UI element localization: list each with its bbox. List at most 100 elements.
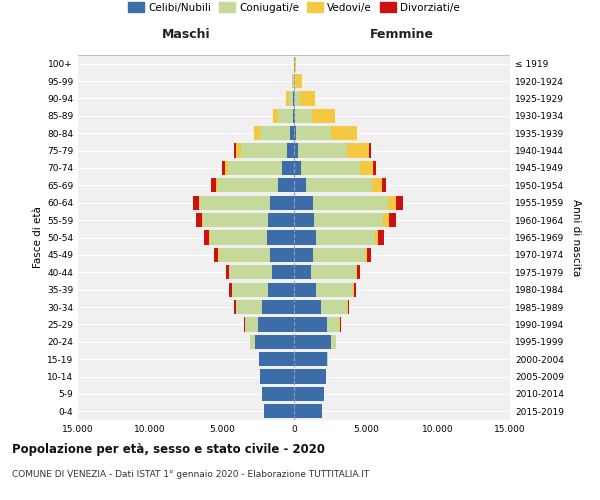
Bar [226,265,229,280]
Bar [272,265,294,280]
Bar [294,352,327,366]
Bar [316,230,374,244]
Bar [356,265,357,280]
Bar [357,265,360,280]
Bar [389,213,396,227]
Bar [314,213,383,227]
Bar [294,74,296,88]
Bar [322,300,347,314]
Bar [312,108,335,123]
Bar [294,56,296,71]
Bar [241,144,287,158]
Bar [347,144,369,158]
Bar [234,300,236,314]
Bar [305,178,372,192]
Bar [340,318,341,332]
Bar [258,318,294,332]
Bar [316,282,353,297]
Bar [382,178,386,192]
Bar [294,196,313,210]
Bar [262,300,294,314]
Bar [374,230,378,244]
Bar [294,144,298,158]
Bar [396,196,403,210]
Bar [289,92,293,106]
Bar [360,161,373,175]
Bar [255,334,294,349]
Text: Femmine: Femmine [370,28,434,41]
Bar [236,300,262,314]
Bar [290,126,294,140]
Text: COMUNE DI VENEZIA - Dati ISTAT 1° gennaio 2020 - Elaborazione TUTTITALIA.IT: COMUNE DI VENEZIA - Dati ISTAT 1° gennai… [12,470,369,479]
Bar [296,74,302,88]
Bar [286,92,289,106]
Bar [388,196,396,210]
Bar [222,161,225,175]
Bar [229,282,232,297]
Bar [347,300,349,314]
Bar [278,178,294,192]
Bar [218,178,278,192]
Bar [193,196,199,210]
Bar [219,248,269,262]
Bar [268,213,294,227]
Bar [259,352,294,366]
Bar [372,178,382,192]
Bar [265,404,294,418]
Bar [232,282,268,297]
Bar [254,126,260,140]
Bar [292,74,293,88]
Bar [266,230,294,244]
Bar [298,144,347,158]
Bar [268,282,294,297]
Bar [367,248,371,262]
Bar [294,161,301,175]
Bar [331,334,336,349]
Bar [296,126,331,140]
Bar [378,230,384,244]
Bar [278,108,293,123]
Bar [294,300,322,314]
Bar [236,144,241,158]
Bar [218,248,219,262]
Bar [313,248,365,262]
Bar [365,248,367,262]
Bar [228,161,283,175]
Bar [199,196,200,210]
Bar [260,370,294,384]
Bar [294,230,316,244]
Bar [294,370,326,384]
Bar [294,248,313,262]
Bar [262,387,294,401]
Bar [327,318,340,332]
Bar [234,144,236,158]
Bar [293,108,294,123]
Bar [250,334,255,349]
Bar [209,230,211,244]
Bar [269,196,294,210]
Bar [311,265,356,280]
Bar [373,161,376,175]
Bar [294,213,314,227]
Text: Popolazione per età, sesso e stato civile - 2020: Popolazione per età, sesso e stato civil… [12,442,325,456]
Bar [229,265,272,280]
Bar [295,92,300,106]
Bar [214,248,218,262]
Bar [244,318,245,332]
Bar [211,178,215,192]
Bar [300,92,314,106]
Bar [225,161,228,175]
Bar [294,126,296,140]
Bar [202,213,203,227]
Bar [293,74,294,88]
Bar [294,265,311,280]
Bar [369,144,371,158]
Y-axis label: Anni di nascita: Anni di nascita [571,199,581,276]
Bar [313,196,388,210]
Bar [294,282,316,297]
Bar [287,144,294,158]
Bar [295,108,312,123]
Bar [294,318,327,332]
Legend: Celibi/Nubili, Coniugati/e, Vedovi/e, Divorziati/e: Celibi/Nubili, Coniugati/e, Vedovi/e, Di… [124,0,464,16]
Bar [301,161,360,175]
